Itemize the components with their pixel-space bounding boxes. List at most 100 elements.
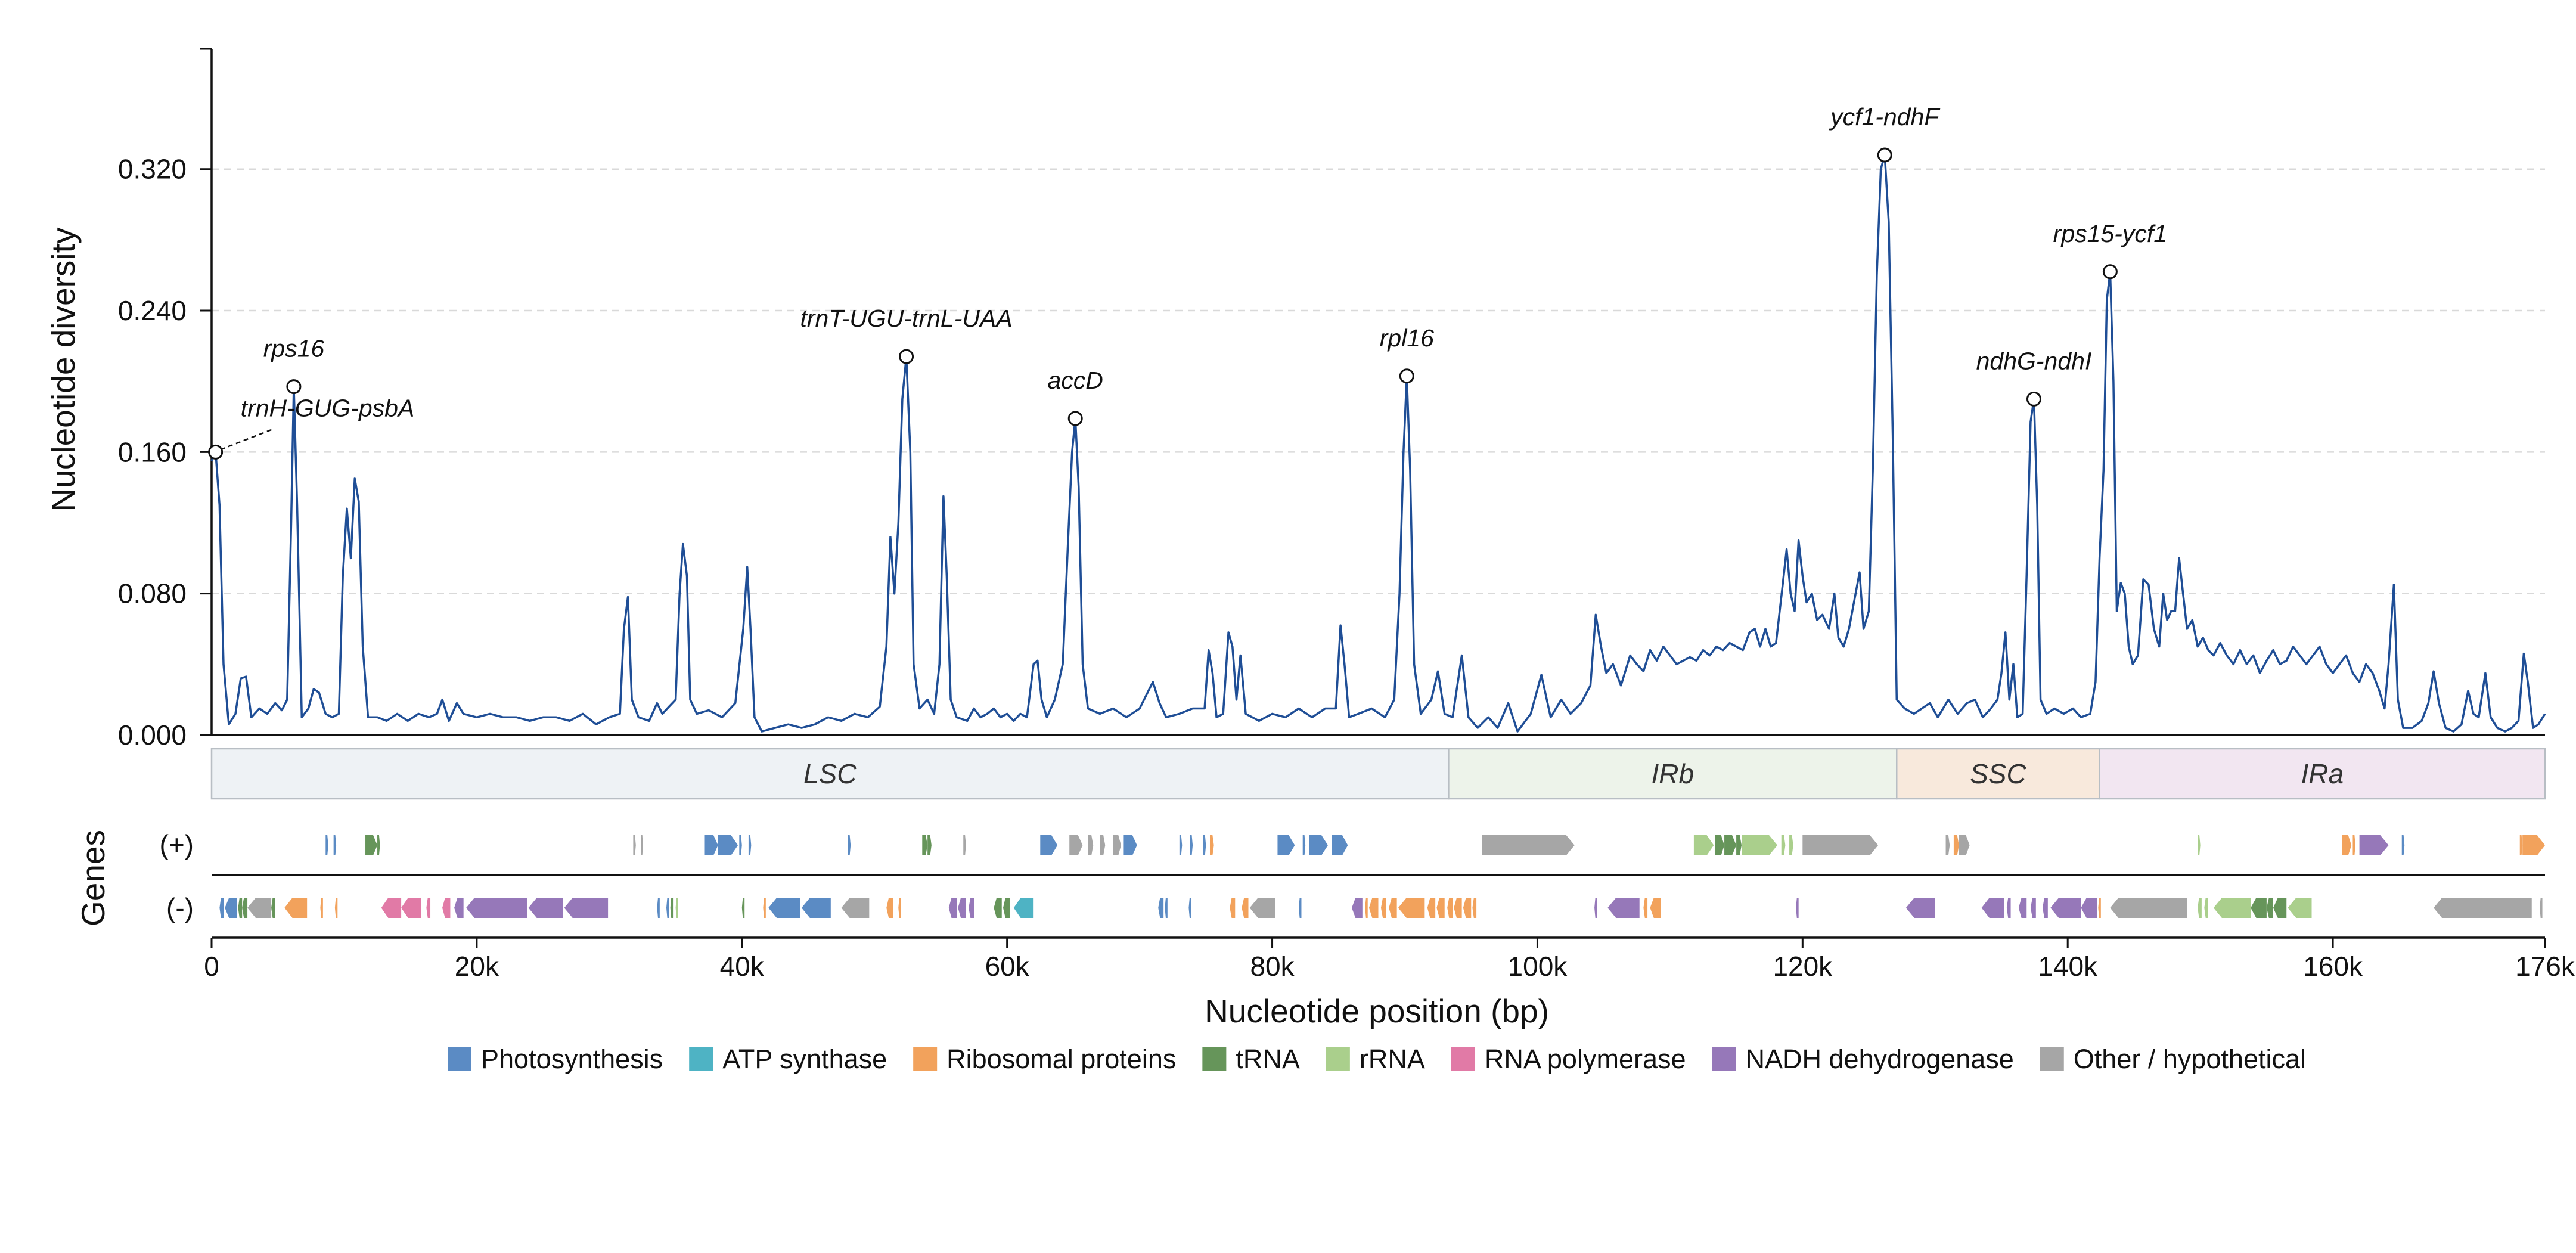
gene-minus-strand [284, 898, 308, 918]
gene-plus-strand [1482, 835, 1575, 855]
gene-plus-strand [2342, 835, 2352, 855]
gene-minus-strand [1352, 898, 1363, 918]
y-tick-label: 0.080 [118, 578, 187, 609]
legend: Photosynthesis ATP synthase Ribosomal prot… [448, 1044, 2306, 1074]
gene-plus-strand [641, 835, 643, 855]
gene-minus-strand [225, 898, 237, 918]
gene-minus-strand [1427, 898, 1436, 918]
gene-minus-strand [247, 898, 272, 918]
peak-marker [1877, 147, 1892, 163]
gene-plus-strand [1945, 835, 1950, 855]
gene-plus-strand [739, 835, 742, 855]
gene-minus-strand [528, 898, 563, 918]
gene-plus-strand [848, 835, 851, 855]
gene-minus-strand [1158, 898, 1164, 918]
x-tick-label: 60k [985, 951, 1030, 982]
gene-plus-strand [633, 835, 636, 855]
gene-plus-strand [2519, 835, 2523, 855]
gene-minus-strand [768, 898, 800, 918]
legend-swatch [1712, 1047, 1736, 1071]
gene-plus-strand [2359, 835, 2389, 855]
gene-minus-strand [454, 898, 464, 918]
gene-plus-strand [1123, 835, 1137, 855]
legend-label: RNA polymerase [1485, 1044, 1686, 1074]
gene-minus-strand [401, 898, 421, 918]
y-tick-label: 0.240 [118, 295, 187, 326]
region-bar: LSC IRb SSC IRa [210, 748, 2546, 800]
gene-plus-strand [2198, 835, 2201, 855]
gene-minus-strand [219, 898, 224, 918]
y-axis-title: Nucleotide diversity [45, 227, 82, 511]
gene-minus-strand [2204, 898, 2208, 918]
x-tick-label: 160k [2303, 951, 2363, 982]
gene-minus-strand [2042, 898, 2048, 918]
gene-minus-strand [841, 898, 870, 918]
gene-minus-strand [958, 898, 966, 918]
gene-plus-strand [1781, 835, 1786, 855]
gene-minus-strand [2273, 898, 2287, 918]
legend-swatch [2040, 1047, 2064, 1071]
x-tick-label: 176k [2515, 951, 2575, 982]
gene-minus-strand [1249, 898, 1275, 918]
axes: 0.000 0.080 0.160 0.240 0.320 0 20k 40k 60k 80k 10… [118, 48, 2575, 982]
gene-plus-strand [1302, 835, 1306, 855]
region-label: IRa [2301, 758, 2344, 789]
peak-label: trnH-GUG-psbA [241, 394, 415, 421]
gene-plus-strand [1190, 835, 1193, 855]
gene-tracks [212, 835, 2545, 918]
legend-label: Other / hypothetical [2074, 1044, 2306, 1074]
region-label: IRb [1652, 758, 1694, 789]
gene-minus-strand [320, 898, 323, 918]
legend-swatch [448, 1047, 471, 1071]
gene-minus-strand [334, 898, 338, 918]
gene-plus-strand [1277, 835, 1295, 855]
gene-plus-strand [325, 835, 328, 855]
peak-annotations: trnH-GUG-psbA rps16 trnT-UGU-trnL-UAA accD r… [208, 103, 2167, 460]
gene-minus-strand [2288, 898, 2312, 918]
plus-strand-label: (+) [160, 829, 194, 860]
gene-minus-strand [466, 898, 527, 918]
gene-minus-strand [1242, 898, 1249, 918]
gene-minus-strand [2081, 898, 2097, 918]
gene-minus-strand [564, 898, 609, 918]
gene-plus-strand [1209, 835, 1214, 855]
peak-label: accD [1048, 367, 1103, 394]
gene-minus-strand [1013, 898, 1034, 918]
region-label: SSC [1970, 758, 2026, 789]
y-tick-label: 0.320 [118, 154, 187, 185]
region-irb [1448, 748, 1898, 800]
x-tick-label: 20k [455, 951, 499, 982]
gene-minus-strand [1796, 898, 1799, 918]
region-ssc [1896, 748, 2100, 800]
gene-minus-strand [1447, 898, 1453, 918]
peak-label: ycf1-ndhF [1829, 103, 1940, 131]
gene-minus-strand [801, 898, 831, 918]
gene-plus-strand [2401, 835, 2405, 855]
gene-minus-strand [741, 898, 745, 918]
x-tick-label: 40k [720, 951, 765, 982]
gene-minus-strand [2098, 898, 2101, 918]
gene-minus-strand [1389, 898, 1397, 918]
peak-label: rps15-ycf1 [2053, 220, 2167, 247]
gene-minus-strand [1380, 898, 1386, 918]
gene-minus-strand [1398, 898, 1425, 918]
gene-plus-strand [1736, 835, 1742, 855]
x-tick-label: 120k [1773, 951, 1833, 982]
gene-minus-strand [271, 898, 275, 918]
peak-marker [286, 379, 302, 395]
legend-label: rRNA [1360, 1044, 1425, 1074]
gene-minus-strand [1299, 898, 1302, 918]
legend-label: Photosynthesis [481, 1044, 663, 1074]
peak-marker [2102, 264, 2118, 280]
gene-minus-strand [1188, 898, 1191, 918]
gene-minus-strand [1981, 898, 2004, 918]
region-ira [2099, 748, 2546, 800]
gene-minus-strand [657, 898, 660, 918]
legend-label: Ribosomal proteins [946, 1044, 1176, 1074]
region-label: LSC [803, 758, 857, 789]
gene-minus-strand [948, 898, 957, 918]
gene-minus-strand [1003, 898, 1010, 918]
gene-minus-strand [969, 898, 974, 918]
peak-label: rps16 [263, 335, 325, 362]
